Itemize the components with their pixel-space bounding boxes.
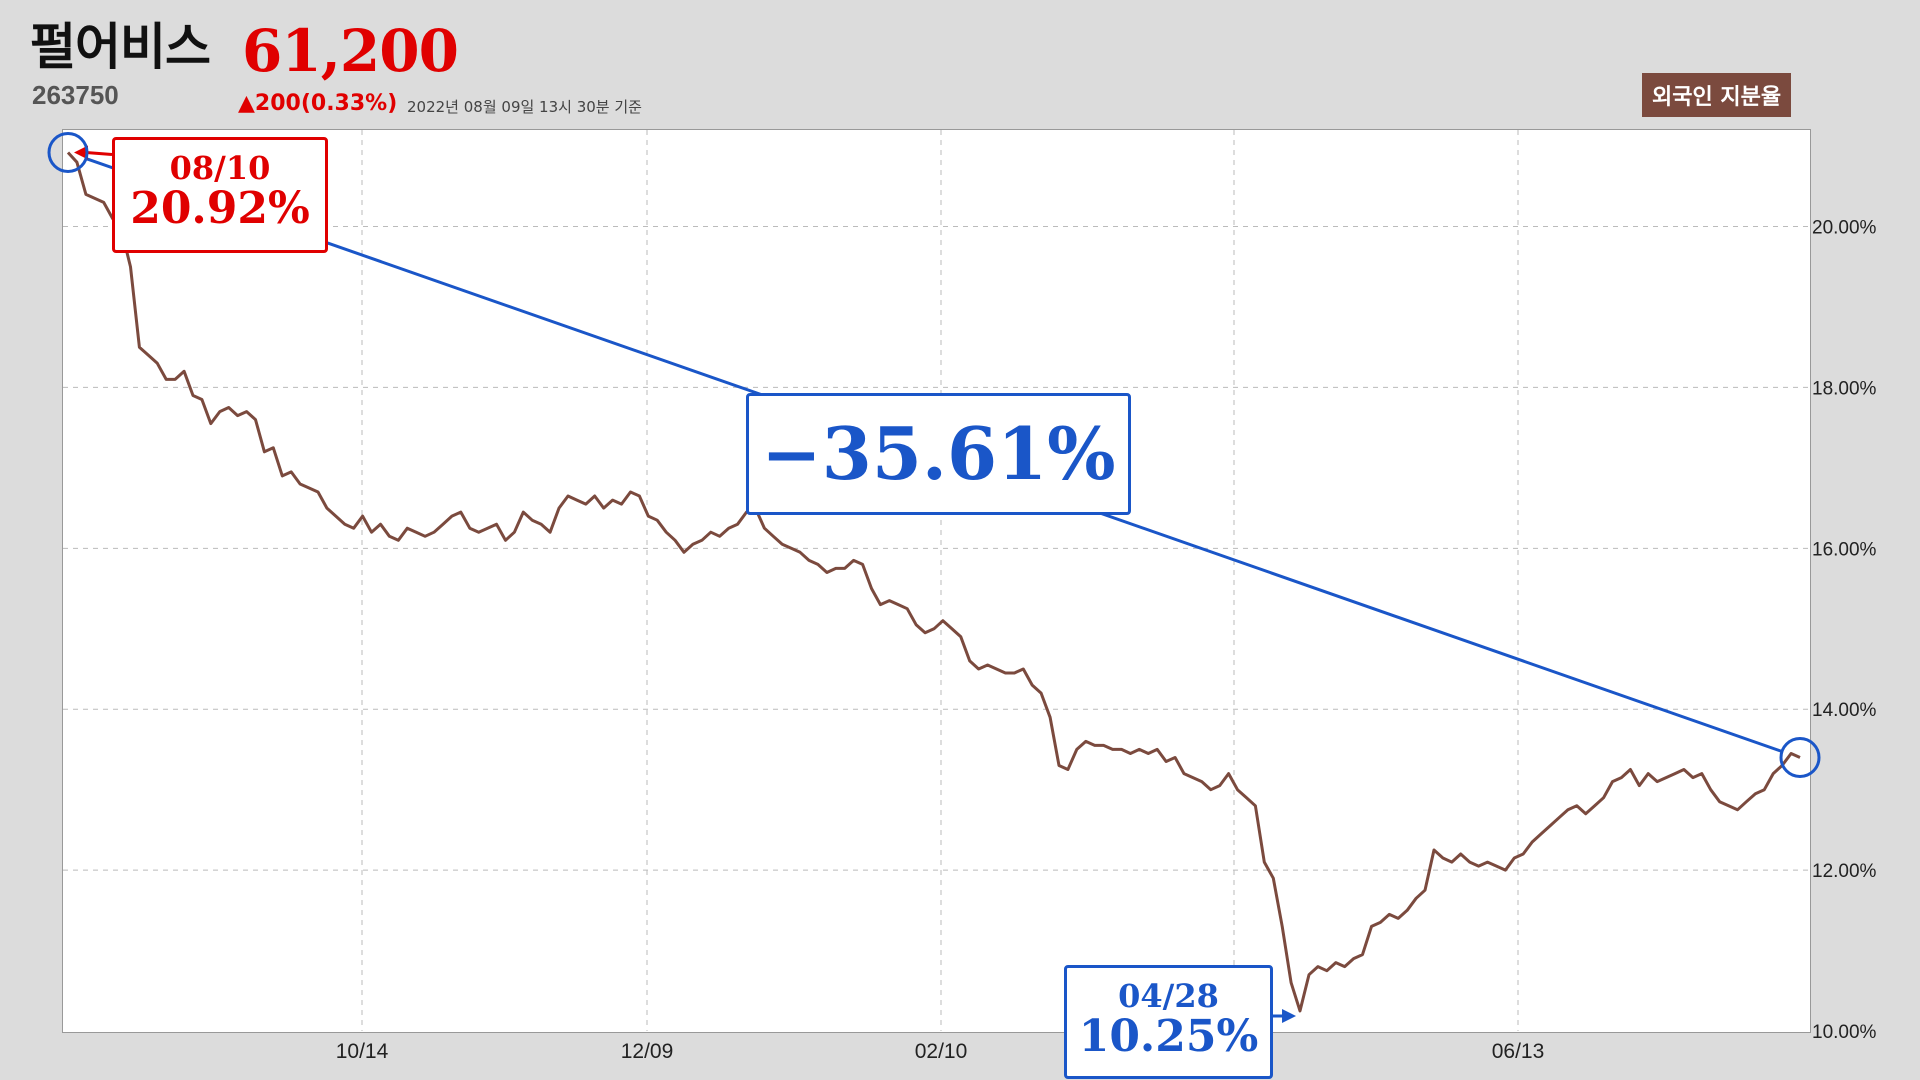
low-date: 04/28 bbox=[1118, 977, 1219, 1015]
x-tick-label: 10/14 bbox=[336, 1040, 389, 1063]
plot-area bbox=[62, 129, 1811, 1033]
start-annotation: 08/10 20.92% bbox=[112, 137, 328, 253]
low-value: 10.25% bbox=[1078, 1010, 1259, 1062]
y-tick-label: 12.00% bbox=[1812, 861, 1877, 882]
y-tick-label: 10.00% bbox=[1812, 1022, 1877, 1043]
change-annotation: −35.61% bbox=[746, 393, 1131, 515]
low-annotation: 04/28 10.25% bbox=[1064, 965, 1273, 1079]
series-line bbox=[66, 151, 1801, 1013]
y-tick-label: 14.00% bbox=[1812, 700, 1877, 721]
y-tick-label: 20.00% bbox=[1812, 218, 1877, 239]
x-tick-label: 12/09 bbox=[621, 1040, 674, 1063]
start-arrow-head bbox=[74, 145, 88, 160]
x-tick-label: 02/10 bbox=[915, 1040, 968, 1063]
price-change: ▲200(0.33%) bbox=[238, 91, 398, 116]
stock-name: 펄어비스 bbox=[30, 18, 211, 76]
y-tick-label: 18.00% bbox=[1812, 378, 1877, 399]
end-arrow-head bbox=[1282, 1009, 1297, 1023]
x-tick-label: 06/13 bbox=[1492, 1040, 1545, 1063]
start-arrow bbox=[85, 151, 113, 157]
start-value: 20.92% bbox=[130, 182, 310, 234]
y-tick-label: 16.00% bbox=[1812, 539, 1877, 560]
stock-price: 61,200 bbox=[242, 17, 459, 85]
start-date: 08/10 bbox=[169, 149, 271, 187]
start-marker bbox=[47, 132, 89, 174]
end-marker bbox=[1779, 736, 1821, 778]
metric-badge: 외국인 지분율 bbox=[1642, 73, 1792, 117]
stock-code: 263750 bbox=[32, 80, 119, 110]
as-of-timestamp: 2022년 08월 09일 13시 30분 기준 bbox=[407, 98, 642, 116]
